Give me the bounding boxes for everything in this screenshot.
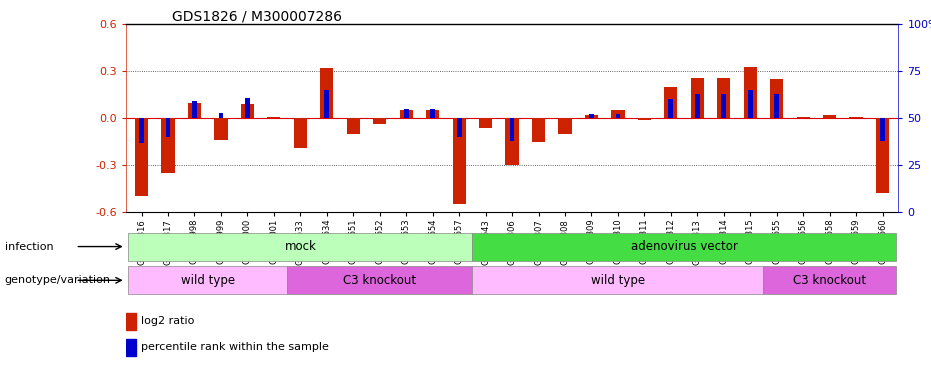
Bar: [346, 118, 360, 134]
Text: GDS1826 / M300007286: GDS1826 / M300007286: [172, 9, 343, 23]
Bar: [472, 232, 896, 261]
Bar: [509, 118, 515, 141]
Bar: [638, 118, 651, 120]
Bar: [287, 266, 472, 294]
Bar: [426, 110, 439, 118]
Bar: [589, 114, 594, 118]
Bar: [775, 94, 779, 118]
Text: wild type: wild type: [591, 274, 645, 287]
Bar: [192, 101, 196, 118]
Bar: [797, 117, 810, 118]
Bar: [188, 102, 201, 118]
Bar: [293, 118, 307, 148]
Bar: [763, 266, 896, 294]
Bar: [849, 117, 863, 118]
Bar: [430, 109, 435, 118]
Bar: [748, 90, 752, 118]
Bar: [717, 78, 731, 118]
Bar: [452, 118, 466, 204]
Bar: [245, 98, 250, 118]
Bar: [214, 118, 227, 140]
Bar: [241, 104, 254, 118]
Text: C3 knockout: C3 knockout: [793, 274, 866, 287]
Bar: [399, 110, 412, 118]
Bar: [373, 118, 386, 124]
Bar: [559, 118, 572, 134]
Bar: [770, 79, 783, 118]
Bar: [161, 118, 175, 173]
Bar: [691, 78, 704, 118]
Bar: [126, 313, 136, 330]
Text: log2 ratio: log2 ratio: [142, 316, 195, 326]
Bar: [457, 118, 462, 137]
Bar: [479, 118, 492, 128]
Bar: [404, 109, 409, 118]
Text: C3 knockout: C3 knockout: [344, 274, 416, 287]
Bar: [472, 266, 763, 294]
Bar: [585, 115, 598, 118]
Bar: [612, 110, 625, 118]
Bar: [506, 118, 519, 165]
Bar: [166, 118, 170, 137]
Bar: [139, 118, 144, 142]
Bar: [668, 99, 673, 118]
Bar: [532, 118, 546, 142]
Bar: [744, 67, 757, 118]
Bar: [128, 232, 472, 261]
Bar: [320, 68, 333, 118]
Bar: [722, 94, 726, 118]
Bar: [615, 114, 620, 118]
Bar: [128, 266, 287, 294]
Bar: [695, 94, 700, 118]
Text: infection: infection: [5, 242, 53, 252]
Bar: [324, 90, 330, 118]
Text: percentile rank within the sample: percentile rank within the sample: [142, 342, 330, 352]
Text: adenovirus vector: adenovirus vector: [630, 240, 737, 253]
Bar: [876, 118, 889, 193]
Bar: [126, 339, 136, 356]
Bar: [880, 118, 885, 141]
Bar: [664, 87, 678, 118]
Text: wild type: wild type: [181, 274, 235, 287]
Bar: [135, 118, 148, 196]
Text: mock: mock: [284, 240, 317, 253]
Bar: [267, 117, 280, 118]
Text: genotype/variation: genotype/variation: [5, 275, 111, 285]
Bar: [219, 112, 223, 118]
Bar: [823, 115, 836, 118]
